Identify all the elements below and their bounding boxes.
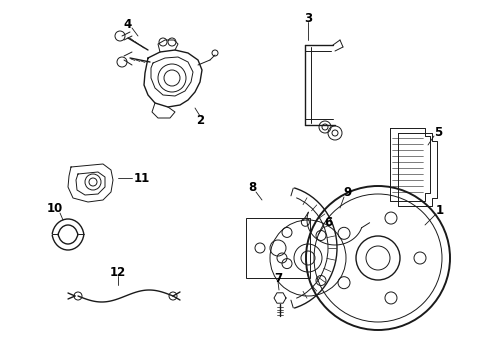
Text: 9: 9 bbox=[344, 185, 352, 198]
Bar bbox=[246, 218, 310, 278]
Text: 2: 2 bbox=[196, 113, 204, 126]
Text: 1: 1 bbox=[436, 203, 444, 216]
Text: 8: 8 bbox=[248, 180, 256, 194]
Text: 5: 5 bbox=[434, 126, 442, 139]
Text: 3: 3 bbox=[304, 12, 312, 24]
Text: 11: 11 bbox=[134, 171, 150, 185]
Text: 6: 6 bbox=[324, 216, 332, 229]
Text: 4: 4 bbox=[124, 18, 132, 31]
Text: 7: 7 bbox=[274, 271, 282, 284]
Text: 12: 12 bbox=[110, 266, 126, 279]
Text: 10: 10 bbox=[47, 202, 63, 215]
